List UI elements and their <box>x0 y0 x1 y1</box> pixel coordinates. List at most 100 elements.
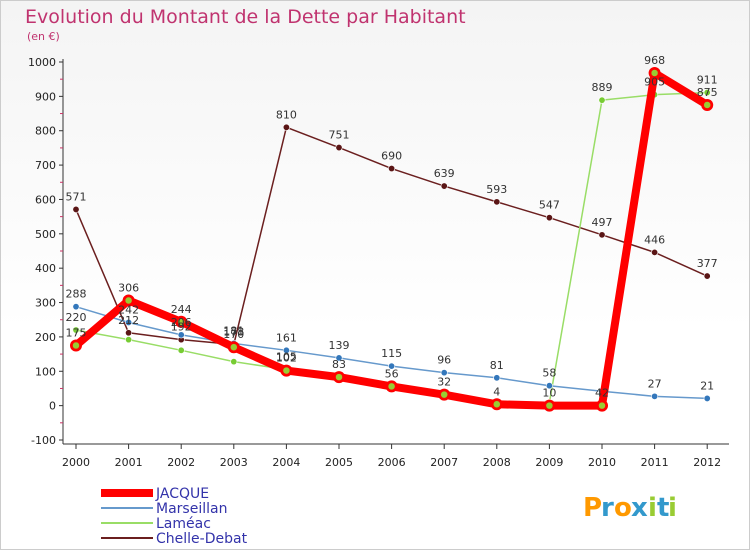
data-point-inner-jacque <box>177 318 185 326</box>
data-label: 306 <box>118 281 139 294</box>
data-label: 102 <box>276 352 297 365</box>
data-point-lam-ac <box>703 89 711 97</box>
data-label: 58 <box>542 367 556 380</box>
y-tick-label: 800 <box>35 125 56 138</box>
data-label: 27 <box>648 377 662 390</box>
data-label: 161 <box>276 331 297 344</box>
data-point-chelle-debat <box>493 198 501 206</box>
data-label: 105 <box>276 351 297 364</box>
data-label: 547 <box>539 199 560 212</box>
data-label: 175 <box>66 327 87 340</box>
data-label: 139 <box>329 339 350 352</box>
data-label: 220 <box>66 311 87 324</box>
x-tick-label: 2011 <box>641 456 669 469</box>
data-label: 244 <box>171 303 192 316</box>
x-tick-label: 2005 <box>325 456 353 469</box>
data-point-marseillan <box>125 318 133 326</box>
proxiti-logo: Pr o x i ti <box>583 493 677 523</box>
logo-letter: o <box>614 493 632 523</box>
logo-letter: i <box>668 493 677 523</box>
data-label: 42 <box>595 387 609 400</box>
x-tick-label: 2008 <box>483 456 511 469</box>
chart-title: Evolution du Montant de la Dette par Hab… <box>25 6 466 28</box>
data-point-chelle-debat <box>125 329 133 337</box>
data-label: 446 <box>644 233 665 246</box>
data-point-lam-ac <box>125 336 133 344</box>
data-point-marseillan <box>703 394 711 402</box>
logo-letter: x <box>631 493 648 523</box>
data-point-chelle-debat <box>545 214 553 222</box>
chart-subtitle: (en €) <box>27 30 60 43</box>
data-point-lam-ac <box>598 96 606 104</box>
data-point-inner-jacque <box>72 341 80 350</box>
data-point-inner-jacque <box>282 366 291 375</box>
data-labels-layer: 571 212 192 178 810 751 690 639 593 547 497 446 377 2… <box>66 54 718 400</box>
data-label: 905 <box>644 76 665 89</box>
data-label: 192 <box>171 321 192 334</box>
data-label: 497 <box>592 216 613 229</box>
data-label: 593 <box>486 183 507 196</box>
data-label: 242 <box>118 303 139 316</box>
y-tick-label: 100 <box>35 365 56 378</box>
y-tick-label: 400 <box>35 262 56 275</box>
data-point-marseillan <box>282 346 290 354</box>
legend-label: Laméac <box>156 516 211 532</box>
data-point-inner-jacque <box>124 296 133 305</box>
data-label: 56 <box>385 367 399 380</box>
legend-label: JACQUE <box>155 486 209 502</box>
data-point-inner-jacque <box>650 69 659 77</box>
y-tick-label: 0 <box>49 400 56 413</box>
data-label: 212 <box>118 314 139 327</box>
data-label: 21 <box>700 379 714 392</box>
legend-label: Marseillan <box>156 501 227 517</box>
data-label: 889 <box>592 81 613 94</box>
x-tick-label: 2003 <box>220 456 248 469</box>
x-tick-label: 2002 <box>167 456 195 469</box>
data-label: 170 <box>223 328 244 341</box>
data-point-inner-jacque <box>335 373 343 381</box>
data-label: 181 <box>223 324 244 337</box>
series-layer <box>70 66 714 412</box>
data-point-marseillan <box>388 362 396 370</box>
data-label: 96 <box>437 354 451 367</box>
data-point-inner-jacque <box>440 390 448 399</box>
x-tick-label: 2001 <box>115 456 143 469</box>
y-tick-label: 900 <box>35 90 56 103</box>
logo-letter: i <box>648 493 657 523</box>
logo-letter: t <box>657 493 669 523</box>
logo-letter: P <box>583 493 602 523</box>
series-jacque <box>70 66 714 412</box>
data-point-marseillan <box>545 382 553 390</box>
data-label: 178 <box>223 325 244 338</box>
data-label: 968 <box>644 54 665 67</box>
data-label: 4 <box>493 385 500 398</box>
data-label: 206 <box>171 316 192 329</box>
legend-label: Chelle-Debat <box>156 531 248 547</box>
data-label: 639 <box>434 167 455 180</box>
data-point-lam-ac <box>72 326 80 334</box>
data-point-inner-jacque <box>598 401 606 410</box>
data-point-chelle-debat <box>703 272 711 280</box>
data-label: 10 <box>542 387 556 400</box>
data-point-marseillan <box>335 354 343 362</box>
data-label: 571 <box>66 190 87 203</box>
data-point-lam-ac <box>230 358 238 366</box>
y-tick-label: 300 <box>35 297 56 310</box>
data-label: 81 <box>490 359 504 372</box>
data-label: 32 <box>437 376 451 389</box>
y-tick-label: -100 <box>31 434 56 447</box>
data-point-inner-jacque <box>493 400 501 409</box>
data-label: 288 <box>66 288 87 301</box>
data-point-chelle-debat <box>440 182 448 190</box>
data-point-chelle-debat <box>651 248 659 256</box>
data-point-marseillan <box>493 374 501 382</box>
data-point-chelle-debat <box>282 123 290 131</box>
y-tick-label: 500 <box>35 228 56 241</box>
y-tick-label: 1000 <box>28 56 56 69</box>
data-label: 115 <box>381 347 402 360</box>
data-point-marseillan <box>651 392 659 400</box>
x-tick-label: 2007 <box>430 456 458 469</box>
logo-letter: r <box>601 493 614 523</box>
